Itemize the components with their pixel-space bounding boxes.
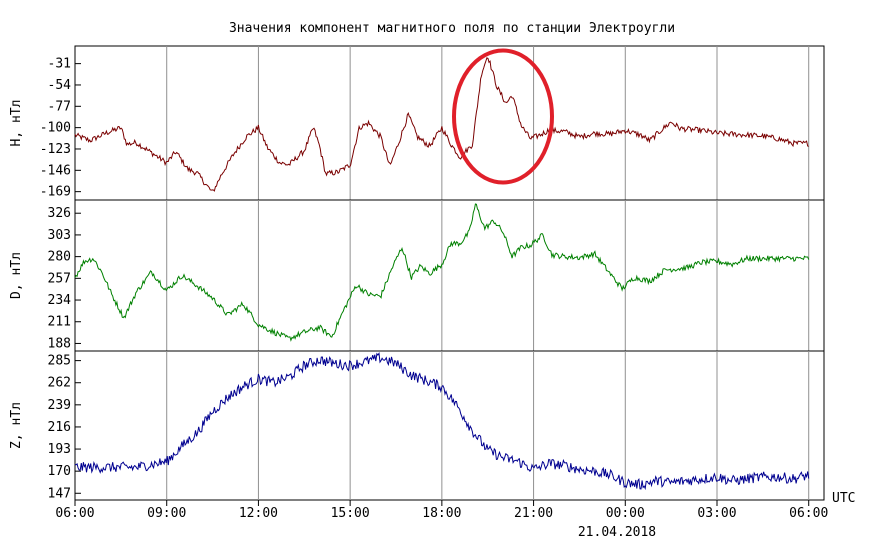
x-tick-label: 06:00: [789, 506, 828, 521]
x-tick-label: 03:00: [697, 506, 736, 521]
y-tick-label: 147: [48, 486, 71, 501]
y-tick-label: -31: [48, 57, 71, 72]
x-tick-label: 15:00: [331, 506, 370, 521]
panel-h: -31 -54 -77 -100 -123 -146 -169 H, нТл: [9, 45, 825, 201]
panel-frame: [74, 350, 825, 501]
series-z-line: [74, 352, 810, 491]
y-tick-label: 193: [48, 442, 71, 457]
y-tick-label: 257: [48, 271, 71, 286]
x-tick-label: 00:00: [606, 506, 645, 521]
chart-panels: -31 -54 -77 -100 -123 -146 -169 H, нТл 326 303 280…: [9, 45, 825, 501]
panel-d: 326 303 280 257 234 211 188 D, нТл: [9, 199, 825, 352]
series-h-line: [74, 57, 809, 192]
y-tick-label: 188: [48, 336, 71, 351]
y-tick-label: -146: [40, 163, 71, 178]
y-axis-label: H, нТл: [9, 100, 24, 147]
y-tick-label: 239: [48, 398, 71, 413]
y-axis-label: D, нТл: [9, 252, 24, 299]
y-tick-label: 262: [48, 376, 71, 391]
series-d-line: [74, 203, 810, 342]
y-axis-label: Z, нТл: [9, 402, 24, 449]
date-label: 21.04.2018: [578, 525, 656, 540]
y-tick-label: 216: [48, 420, 71, 435]
y-tick-label: 280: [48, 250, 71, 265]
y-tick-label: 285: [48, 354, 71, 369]
x-axis-unit: UTC: [832, 491, 855, 506]
y-tick-label: 303: [48, 228, 71, 243]
y-tick-label: 211: [48, 315, 71, 330]
x-tick-label: 18:00: [422, 506, 461, 521]
x-axis: 06:00 09:00 12:00 15:00 18:00 21:00 00:00 03:00…: [55, 500, 828, 521]
y-tick-label: 326: [48, 206, 71, 221]
chart-title: Значения компонент магнитного поля по ст…: [229, 21, 675, 36]
x-tick-label: 06:00: [55, 506, 94, 521]
y-tick-label: -77: [48, 99, 71, 114]
highlight-ellipse-annotation: [452, 48, 554, 185]
x-tick-label: 12:00: [239, 506, 278, 521]
x-tick-label: 21:00: [514, 506, 553, 521]
panel-frame: [74, 199, 825, 352]
panel-frame: [74, 45, 825, 201]
y-tick-label: -123: [40, 142, 71, 157]
x-tick-label: 09:00: [147, 506, 186, 521]
panel-z: 285 262 239 216 193 170 147 Z, нТл: [9, 350, 825, 501]
y-tick-label: 234: [48, 293, 72, 308]
y-tick-label: -54: [48, 78, 72, 93]
y-tick-label: -169: [40, 185, 71, 200]
y-tick-label: -100: [40, 121, 71, 136]
y-tick-label: 170: [48, 464, 71, 479]
